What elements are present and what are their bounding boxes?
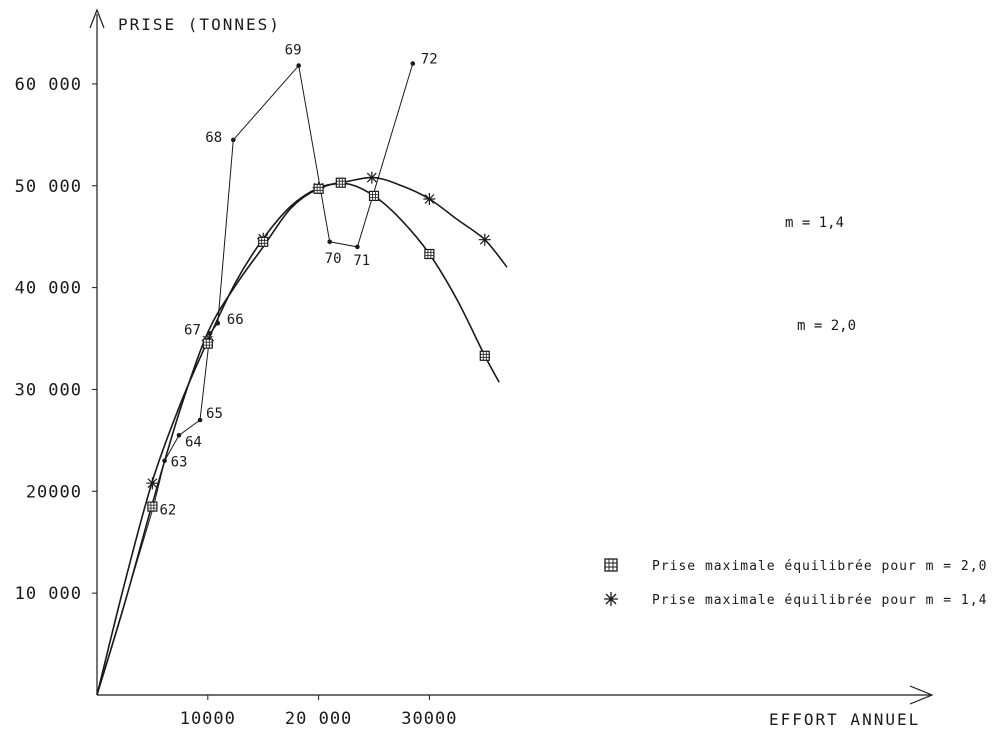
square-marker bbox=[202, 338, 213, 349]
observed-point-label: 67 bbox=[184, 322, 201, 338]
model-curves bbox=[96, 176, 508, 696]
observed-point bbox=[410, 61, 416, 66]
y-tick-label: 50 000 bbox=[15, 177, 82, 197]
x-tick-label: 10000 bbox=[180, 709, 236, 729]
legend-item-m14: Prise maximale équilibrée pour m = 1,4 bbox=[604, 592, 987, 608]
observed-point-label: 69 bbox=[285, 43, 302, 59]
square-marker bbox=[368, 190, 380, 201]
observed-point bbox=[207, 331, 213, 336]
square-marker bbox=[424, 248, 435, 260]
square-marker bbox=[335, 177, 346, 188]
observed-point-label: 64 bbox=[185, 434, 202, 450]
x-tick-label: 20 000 bbox=[285, 709, 352, 729]
legend-asterisk-marker bbox=[604, 592, 618, 606]
legend-text-m14: Prise maximale équilibrée pour m = 1,4 bbox=[652, 593, 987, 608]
axes: 10 000 20000 30 000 40 000 50 000 60 000 10000… bbox=[15, 8, 934, 729]
observed-point-label: 62 bbox=[160, 503, 177, 519]
x-tick-label: 30000 bbox=[401, 709, 457, 729]
legend: Prise maximale équilibrée pour m = 2,0 P… bbox=[604, 558, 987, 608]
observed-point-label: 68 bbox=[205, 130, 222, 146]
square-marker bbox=[313, 183, 324, 194]
observed-point bbox=[197, 417, 203, 423]
x-axis-title: EFFORT ANNUEL bbox=[769, 710, 920, 729]
observed-point bbox=[215, 320, 221, 326]
observed-point bbox=[176, 432, 182, 438]
observed-point bbox=[162, 458, 167, 464]
y-tick-label: 40 000 bbox=[15, 279, 82, 299]
asterisk-marker bbox=[478, 233, 491, 246]
y-axis-title: PRISE (TONNES) bbox=[118, 15, 281, 34]
y-tick-label: 10 000 bbox=[15, 584, 82, 604]
square-marker bbox=[258, 236, 269, 247]
observed-point-label: 72 bbox=[421, 52, 438, 68]
curve-label-m14: m = 1,4 bbox=[785, 215, 844, 231]
y-tick-label: 30 000 bbox=[15, 380, 82, 400]
observed-point bbox=[296, 63, 301, 68]
observed-point-label: 63 bbox=[171, 455, 188, 471]
legend-square-marker bbox=[604, 558, 618, 572]
observed-point-label: 66 bbox=[227, 312, 244, 328]
equilibrium-markers bbox=[146, 171, 491, 512]
asterisk-marker bbox=[423, 193, 436, 205]
x-axis-arrow bbox=[909, 685, 934, 705]
curve-label-m20: m = 2,0 bbox=[797, 318, 856, 334]
observed-point-label: 65 bbox=[206, 406, 223, 422]
y-axis-arrow bbox=[89, 8, 105, 29]
observed-point-label: 71 bbox=[353, 253, 370, 269]
asterisk-marker bbox=[365, 171, 378, 184]
y-tick-label: 60 000 bbox=[15, 75, 82, 95]
text-labels: PRISE (TONNES) EFFORT ANNUEL m = 1,4 m =… bbox=[118, 15, 920, 729]
observed-point-label: 70 bbox=[325, 251, 342, 267]
curve-m20 bbox=[96, 182, 500, 696]
observed-point bbox=[327, 239, 332, 245]
observed-point bbox=[355, 244, 360, 250]
legend-item-m20: Prise maximale équilibrée pour m = 2,0 bbox=[604, 558, 987, 574]
asterisk-marker bbox=[146, 477, 159, 490]
square-marker bbox=[479, 350, 490, 361]
observed-point bbox=[230, 137, 236, 143]
square-marker bbox=[147, 501, 158, 512]
curve-m14 bbox=[96, 176, 508, 696]
observed-origin-segment bbox=[96, 506, 154, 696]
y-tick-label: 20000 bbox=[26, 482, 82, 502]
legend-text-m20: Prise maximale équilibrée pour m = 2,0 bbox=[652, 559, 987, 574]
